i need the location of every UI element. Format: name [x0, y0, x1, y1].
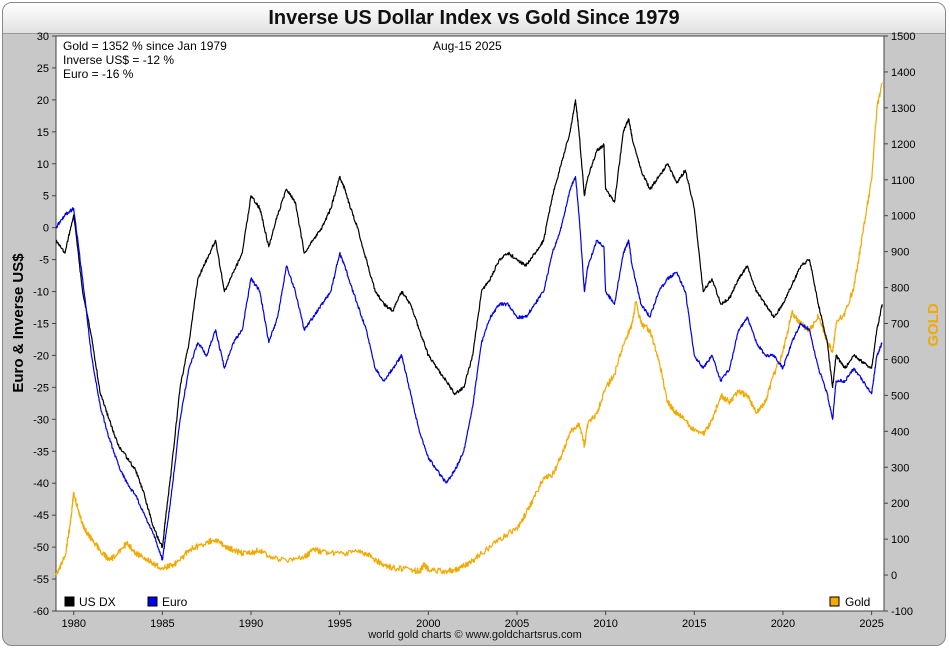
left-tick-label: 0	[43, 223, 49, 235]
right-tick-label: 300	[891, 462, 909, 474]
left-tick-label: -25	[33, 382, 49, 394]
left-tick-label: 10	[37, 159, 49, 171]
left-tick-label: -40	[33, 478, 49, 490]
left-tick-label: -55	[33, 574, 49, 586]
left-tick-label: -35	[33, 446, 49, 458]
x-tick-label: 2025	[859, 618, 883, 630]
legend-label-usdx: US DX	[79, 595, 116, 609]
x-tick-label: 2010	[593, 618, 617, 630]
left-tick-label: 25	[37, 63, 49, 75]
right-tick-label: -100	[891, 606, 913, 618]
chart-title: Inverse US Dollar Index vs Gold Since 19…	[3, 3, 945, 34]
x-tick-label: 1985	[150, 618, 174, 630]
left-tick-label: -60	[33, 606, 49, 618]
x-tick-label: 2000	[416, 618, 440, 630]
left-tick-label: -15	[33, 319, 49, 331]
left-tick-label: 15	[37, 127, 49, 139]
annotation-usd-change: Inverse US$ = -12 %	[63, 53, 175, 67]
legend-label-gold: Gold	[845, 595, 870, 609]
right-tick-label: 100	[891, 534, 909, 546]
left-tick-label: 20	[37, 95, 49, 107]
x-axis: 1980 1985 1990 1995 2000 2005 2010 2015 2020 2025	[61, 611, 884, 630]
x-tick-label: 2015	[682, 618, 706, 630]
x-tick-label: 1990	[239, 618, 263, 630]
legend-label-euro: Euro	[162, 595, 188, 609]
y-axis-label-right: GOLD	[925, 303, 942, 346]
right-tick-label: 0	[891, 570, 897, 582]
left-tick-label: -10	[33, 287, 49, 299]
right-tick-label: 1100	[891, 175, 915, 187]
annotation-gold-change: Gold = 1352 % since Jan 1979	[63, 39, 227, 53]
series-line-gold	[55, 82, 883, 576]
legend-swatch-euro	[147, 596, 158, 607]
legend-swatch-usdx	[64, 596, 75, 607]
right-tick-label: 1300	[891, 103, 915, 115]
left-tick-label: -5	[39, 255, 49, 267]
right-tick-label: 1000	[891, 211, 915, 223]
left-tick-label: -50	[33, 542, 49, 554]
left-tick-label: -45	[33, 510, 49, 522]
left-tick-label: -20	[33, 350, 49, 362]
legend-swatch-gold	[829, 596, 840, 607]
right-tick-label: 500	[891, 390, 909, 402]
annotation-date: Aug-15 2025	[433, 39, 502, 53]
left-tick-label: 30	[37, 31, 49, 43]
right-tick-label: 400	[891, 426, 909, 438]
left-tick-label: -30	[33, 414, 49, 426]
right-tick-label: 600	[891, 354, 909, 366]
right-axis: 1500140013001200110010009008007006005004…	[884, 31, 915, 618]
left-tick-label: 5	[43, 191, 49, 203]
right-tick-label: 1400	[891, 67, 915, 79]
series-line-us-dx	[55, 99, 883, 549]
series-line-euro	[55, 176, 883, 561]
series-group	[55, 82, 883, 576]
x-tick-label: 2020	[771, 618, 795, 630]
y-axis-label-left: Euro & Inverse US$	[10, 253, 27, 393]
right-tick-label: 1500	[891, 31, 915, 43]
right-tick-label: 1200	[891, 139, 915, 151]
annotation-euro-change: Euro = -16 %	[63, 67, 134, 81]
footer-credit: world gold charts © www.goldchartsrus.co…	[368, 629, 582, 641]
x-tick-label: 1995	[327, 618, 351, 630]
right-tick-label: 900	[891, 247, 909, 259]
x-tick-label: 2005	[505, 618, 529, 630]
x-tick-label: 1980	[61, 618, 85, 630]
right-tick-label: 700	[891, 319, 909, 331]
left-axis: 30 25 20 15 10 5 0 -5 -10 -15 -20 -25 -30 -35 -40 -45 -5…	[33, 31, 56, 618]
right-tick-label: 800	[891, 283, 909, 295]
right-tick-label: 200	[891, 498, 909, 510]
plot-area	[55, 35, 885, 612]
